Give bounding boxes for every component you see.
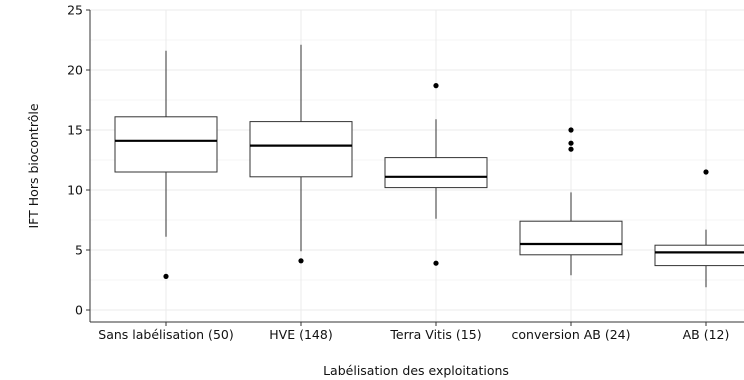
x-axis-title: Labélisation des exploitations [323, 363, 509, 378]
box-iqr [384, 157, 488, 189]
y-tick-label: 10 [67, 183, 83, 198]
outlier-point [433, 260, 439, 266]
x-tick-label: conversion AB (24) [512, 327, 631, 342]
y-tick-label: 15 [67, 123, 83, 138]
x-tick-label: Terra Vitis (15) [389, 327, 481, 342]
y-tick-label: 5 [75, 243, 83, 258]
outlier-point [433, 83, 439, 89]
box-group [249, 44, 353, 264]
y-tick-label: 0 [75, 303, 83, 318]
outlier-point [703, 169, 709, 175]
outlier-point [568, 127, 574, 133]
axes: 0 5 10 15 20 25 Sans labélisation (50) HVE (148… [67, 3, 744, 342]
x-tick-label: AB (12) [683, 327, 730, 342]
box-iqr [114, 116, 218, 173]
boxes [114, 44, 744, 288]
outlier-point [298, 258, 304, 264]
box-iqr [519, 220, 623, 256]
y-axis-title: IFT Hors biocontrôle [26, 103, 41, 228]
box-iqr [654, 244, 744, 267]
x-tick-label: HVE (148) [269, 327, 332, 342]
y-tick-label: 20 [67, 63, 83, 78]
box-iqr [249, 121, 353, 178]
box-group [384, 83, 488, 266]
outlier-point [568, 140, 574, 146]
outlier-point [163, 273, 169, 279]
y-tick-label: 25 [67, 3, 83, 18]
outlier-point [568, 146, 574, 152]
box-group [114, 50, 218, 279]
box-group [654, 169, 744, 288]
x-tick-label: Sans labélisation (50) [98, 327, 233, 342]
box-group [519, 127, 623, 276]
